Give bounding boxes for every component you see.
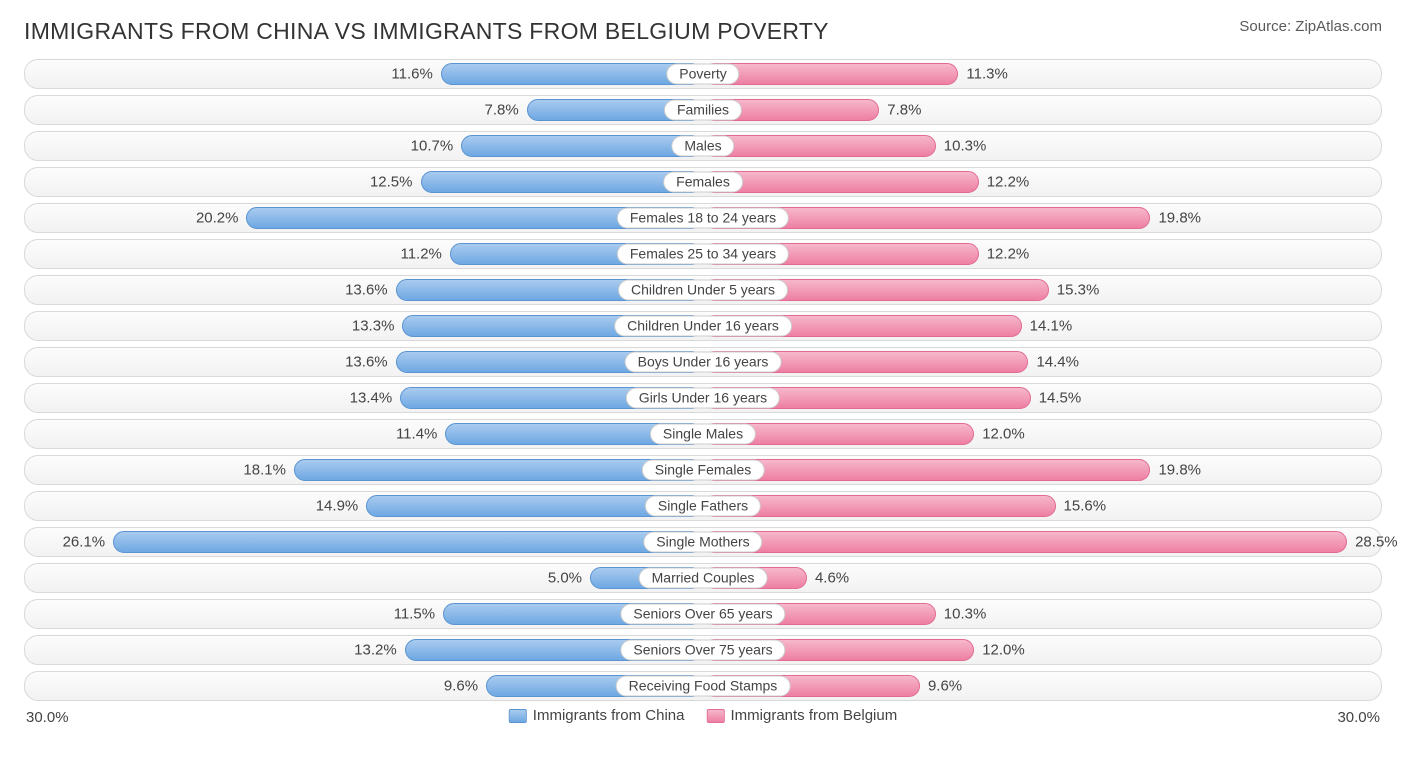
value-left: 14.9% <box>316 498 359 515</box>
category-label: Children Under 16 years <box>614 316 792 337</box>
header: IMMIGRANTS FROM CHINA VS IMMIGRANTS FROM… <box>24 18 1382 45</box>
chart-title: IMMIGRANTS FROM CHINA VS IMMIGRANTS FROM… <box>24 18 829 45</box>
value-left: 20.2% <box>196 210 239 227</box>
chart-row: 13.6% 14.4% Boys Under 16 years <box>24 347 1382 377</box>
category-label: Seniors Over 75 years <box>620 640 785 661</box>
bar-right <box>703 171 979 193</box>
chart-row: 12.5% 12.2% Females <box>24 167 1382 197</box>
value-left: 18.1% <box>243 462 286 479</box>
chart-row: 13.6% 15.3% Children Under 5 years <box>24 275 1382 305</box>
legend: Immigrants from China Immigrants from Bel… <box>509 707 897 724</box>
value-right: 4.6% <box>815 570 849 587</box>
bar-right <box>703 135 936 157</box>
category-label: Single Mothers <box>643 532 762 553</box>
chart-area: 11.6%11.3%Poverty7.8%7.8%Families10.7%10… <box>24 59 1382 701</box>
value-right: 15.3% <box>1057 282 1100 299</box>
value-right: 12.2% <box>987 246 1030 263</box>
category-label: Married Couples <box>639 568 768 589</box>
value-left: 13.2% <box>354 642 397 659</box>
value-right: 10.3% <box>944 138 987 155</box>
chart-row: 14.9% 15.6% Single Fathers <box>24 491 1382 521</box>
category-label: Girls Under 16 years <box>626 388 780 409</box>
bar-left <box>461 135 703 157</box>
category-label: Females 18 to 24 years <box>617 208 789 229</box>
source-attribution: Source: ZipAtlas.com <box>1239 18 1382 35</box>
chart-row: 11.5% 10.3% Seniors Over 65 years <box>24 599 1382 629</box>
value-right: 9.6% <box>928 678 962 695</box>
chart-row: 13.4% 14.5% Girls Under 16 years <box>24 383 1382 413</box>
bar-right <box>703 531 1347 553</box>
chart-footer: 30.0% Immigrants from ChinaImmigrants fr… <box>24 707 1382 733</box>
value-right: 14.4% <box>1036 354 1079 371</box>
category-label: Males <box>671 136 734 157</box>
value-right: 12.0% <box>982 642 1025 659</box>
chart-row: 20.2% 19.8% Females 18 to 24 years <box>24 203 1382 233</box>
source-name: ZipAtlas.com <box>1295 18 1382 35</box>
value-right: 12.2% <box>987 174 1030 191</box>
category-label: Families <box>664 100 742 121</box>
value-left: 11.5% <box>394 606 435 623</box>
legend-item: Immigrants from China <box>509 707 685 724</box>
chart-row: 11.6% 11.3% Poverty <box>24 59 1382 89</box>
category-label: Seniors Over 65 years <box>620 604 785 625</box>
chart-row: 13.3% 14.1% Children Under 16 years <box>24 311 1382 341</box>
category-label: Receiving Food Stamps <box>616 676 791 697</box>
value-left: 26.1% <box>63 534 106 551</box>
category-label: Boys Under 16 years <box>625 352 782 373</box>
source-prefix: Source: <box>1239 18 1295 35</box>
value-right: 14.5% <box>1039 390 1082 407</box>
category-label: Poverty <box>666 64 739 85</box>
value-left: 11.6% <box>391 66 432 83</box>
chart-row: 9.6% 9.6% Receiving Food Stamps <box>24 671 1382 701</box>
axis-max-right: 30.0% <box>1337 709 1380 726</box>
bar-right <box>703 63 958 85</box>
chart-row: 7.8% 7.8% Families <box>24 95 1382 125</box>
value-left: 10.7% <box>411 138 454 155</box>
legend-swatch <box>707 709 725 723</box>
value-left: 5.0% <box>548 570 582 587</box>
category-label: Single Fathers <box>645 496 761 517</box>
value-right: 12.0% <box>982 426 1025 443</box>
value-left: 12.5% <box>370 174 413 191</box>
value-right: 7.8% <box>887 102 921 119</box>
category-label: Single Males <box>650 424 756 445</box>
value-left: 13.3% <box>352 318 395 335</box>
value-left: 7.8% <box>485 102 519 119</box>
value-right: 19.8% <box>1158 462 1201 479</box>
bar-right <box>703 459 1150 481</box>
legend-label: Immigrants from Belgium <box>731 707 898 724</box>
bar-left <box>441 63 703 85</box>
bar-left <box>421 171 704 193</box>
value-right: 15.6% <box>1064 498 1107 515</box>
category-label: Children Under 5 years <box>618 280 788 301</box>
value-left: 11.2% <box>400 246 441 263</box>
category-label: Single Females <box>642 460 765 481</box>
chart-row: 11.2% 12.2% Females 25 to 34 years <box>24 239 1382 269</box>
value-right: 28.5% <box>1355 534 1398 551</box>
legend-swatch <box>509 709 527 723</box>
value-right: 14.1% <box>1030 318 1073 335</box>
value-left: 11.4% <box>396 426 437 443</box>
bar-left <box>113 531 703 553</box>
chart-row: 26.1%28.5%Single Mothers <box>24 527 1382 557</box>
axis-max-left: 30.0% <box>26 709 69 726</box>
value-left: 13.6% <box>345 282 388 299</box>
value-left: 13.4% <box>350 390 393 407</box>
legend-label: Immigrants from China <box>533 707 685 724</box>
value-right: 10.3% <box>944 606 987 623</box>
value-left: 9.6% <box>444 678 478 695</box>
chart-row: 18.1% 19.8% Single Females <box>24 455 1382 485</box>
chart-row: 11.4% 12.0% Single Males <box>24 419 1382 449</box>
chart-row: 10.7% 10.3% Males <box>24 131 1382 161</box>
category-label: Females 25 to 34 years <box>617 244 789 265</box>
value-left: 13.6% <box>345 354 388 371</box>
chart-row: 5.0% 4.6% Married Couples <box>24 563 1382 593</box>
category-label: Females <box>663 172 743 193</box>
value-right: 11.3% <box>966 66 1007 83</box>
value-right: 19.8% <box>1158 210 1201 227</box>
legend-item: Immigrants from Belgium <box>707 707 898 724</box>
chart-row: 13.2% 12.0% Seniors Over 75 years <box>24 635 1382 665</box>
